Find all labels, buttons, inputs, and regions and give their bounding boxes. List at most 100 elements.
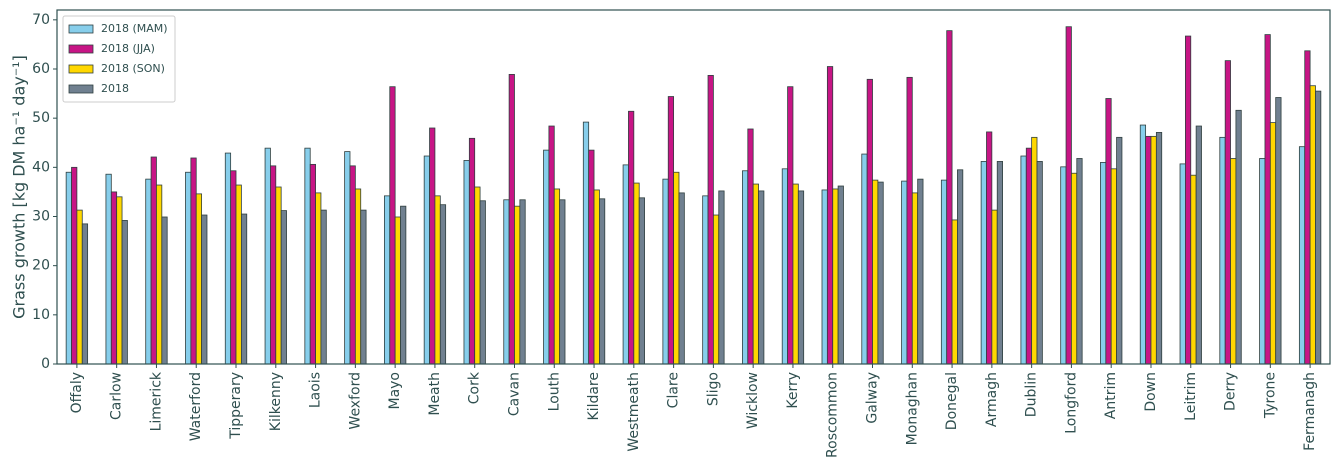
legend-label: 2018 (MAM) xyxy=(101,22,168,35)
bar xyxy=(1036,161,1043,365)
bar xyxy=(752,183,759,365)
bar xyxy=(1076,158,1083,365)
y-tick-label: 70 xyxy=(32,12,50,28)
bar xyxy=(940,179,948,365)
bar xyxy=(1235,109,1242,365)
bar xyxy=(911,192,919,365)
bar xyxy=(463,160,470,365)
bar xyxy=(951,219,958,365)
x-tick-label: Tipperary xyxy=(228,372,244,440)
bar xyxy=(837,185,844,365)
bar xyxy=(667,96,675,365)
bar xyxy=(400,205,407,365)
bar xyxy=(832,188,839,365)
bar xyxy=(553,188,561,365)
x-tick-label: Louth xyxy=(546,372,562,411)
bar xyxy=(1100,162,1107,365)
bar xyxy=(980,161,987,365)
x-tick-label: Donegal xyxy=(944,372,960,430)
bar xyxy=(309,163,316,365)
x-tick-label: Waterford xyxy=(188,372,204,441)
y-tick-label: 0 xyxy=(41,356,50,372)
bar xyxy=(1309,85,1316,365)
legend-swatch xyxy=(68,24,94,34)
bar xyxy=(468,137,476,365)
bar xyxy=(662,178,669,365)
bar xyxy=(991,209,998,365)
bar xyxy=(1190,174,1197,365)
bar xyxy=(81,223,89,365)
y-tick-label: 30 xyxy=(32,209,50,225)
bar xyxy=(917,178,924,365)
bar xyxy=(1105,98,1112,365)
bar xyxy=(190,157,197,365)
bar xyxy=(702,195,709,365)
bar xyxy=(389,86,396,365)
x-tick-label: Wicklow xyxy=(745,372,761,429)
bar xyxy=(230,170,237,365)
bar xyxy=(582,121,590,365)
bar xyxy=(872,179,879,365)
bar xyxy=(121,220,128,365)
bar xyxy=(344,151,351,365)
bar xyxy=(1110,168,1117,365)
bar xyxy=(76,209,83,365)
bar xyxy=(161,216,168,365)
bar xyxy=(1275,97,1282,365)
bar xyxy=(1184,35,1192,365)
bar xyxy=(1150,135,1157,365)
bar xyxy=(901,180,908,365)
bar xyxy=(508,74,515,365)
bar xyxy=(1195,125,1202,365)
x-tick-label: Fermanagh xyxy=(1302,372,1318,451)
bar xyxy=(519,199,526,365)
bar xyxy=(1304,50,1311,365)
bar xyxy=(315,192,322,365)
bar xyxy=(116,196,123,365)
bar xyxy=(1020,155,1027,365)
bar xyxy=(707,74,714,365)
bar xyxy=(429,127,436,365)
bar xyxy=(354,188,362,365)
bar xyxy=(1179,163,1186,365)
bar xyxy=(1269,122,1277,365)
bar xyxy=(861,153,868,365)
x-tick-label: Leitrim xyxy=(1183,372,1199,421)
x-tick-label: Kerry xyxy=(785,372,801,409)
x-tick-label: Mayo xyxy=(387,372,403,410)
x-tick-label: Cork xyxy=(467,371,483,404)
bar xyxy=(280,210,287,365)
bar xyxy=(548,125,555,365)
bar xyxy=(195,193,203,365)
bar xyxy=(622,164,629,365)
bar xyxy=(866,78,873,365)
bar xyxy=(479,200,486,365)
x-tick-label: Laois xyxy=(308,372,324,408)
x-tick-label: Kilkenny xyxy=(268,372,284,431)
bar xyxy=(742,170,749,365)
bar xyxy=(559,199,566,365)
bar xyxy=(105,173,112,365)
bar xyxy=(588,149,595,365)
x-tick-label: Dublin xyxy=(1024,372,1040,417)
x-tick-label: Sligo xyxy=(705,372,721,406)
bar xyxy=(110,191,118,365)
bar xyxy=(1224,60,1231,365)
x-tick-label: Meath xyxy=(427,372,443,416)
bar xyxy=(1219,136,1226,365)
legend-swatch xyxy=(68,44,94,54)
bar xyxy=(996,161,1004,365)
legend-swatch xyxy=(68,64,94,74)
bar xyxy=(264,147,271,365)
bar xyxy=(270,165,277,365)
bar xyxy=(792,183,799,365)
bar xyxy=(1298,146,1306,365)
bar xyxy=(758,190,765,365)
bar xyxy=(1230,158,1237,365)
bar xyxy=(185,171,192,365)
x-tick-label: Kildare xyxy=(586,372,602,421)
bar xyxy=(747,128,754,365)
bar xyxy=(360,209,367,365)
bar xyxy=(1116,136,1123,365)
